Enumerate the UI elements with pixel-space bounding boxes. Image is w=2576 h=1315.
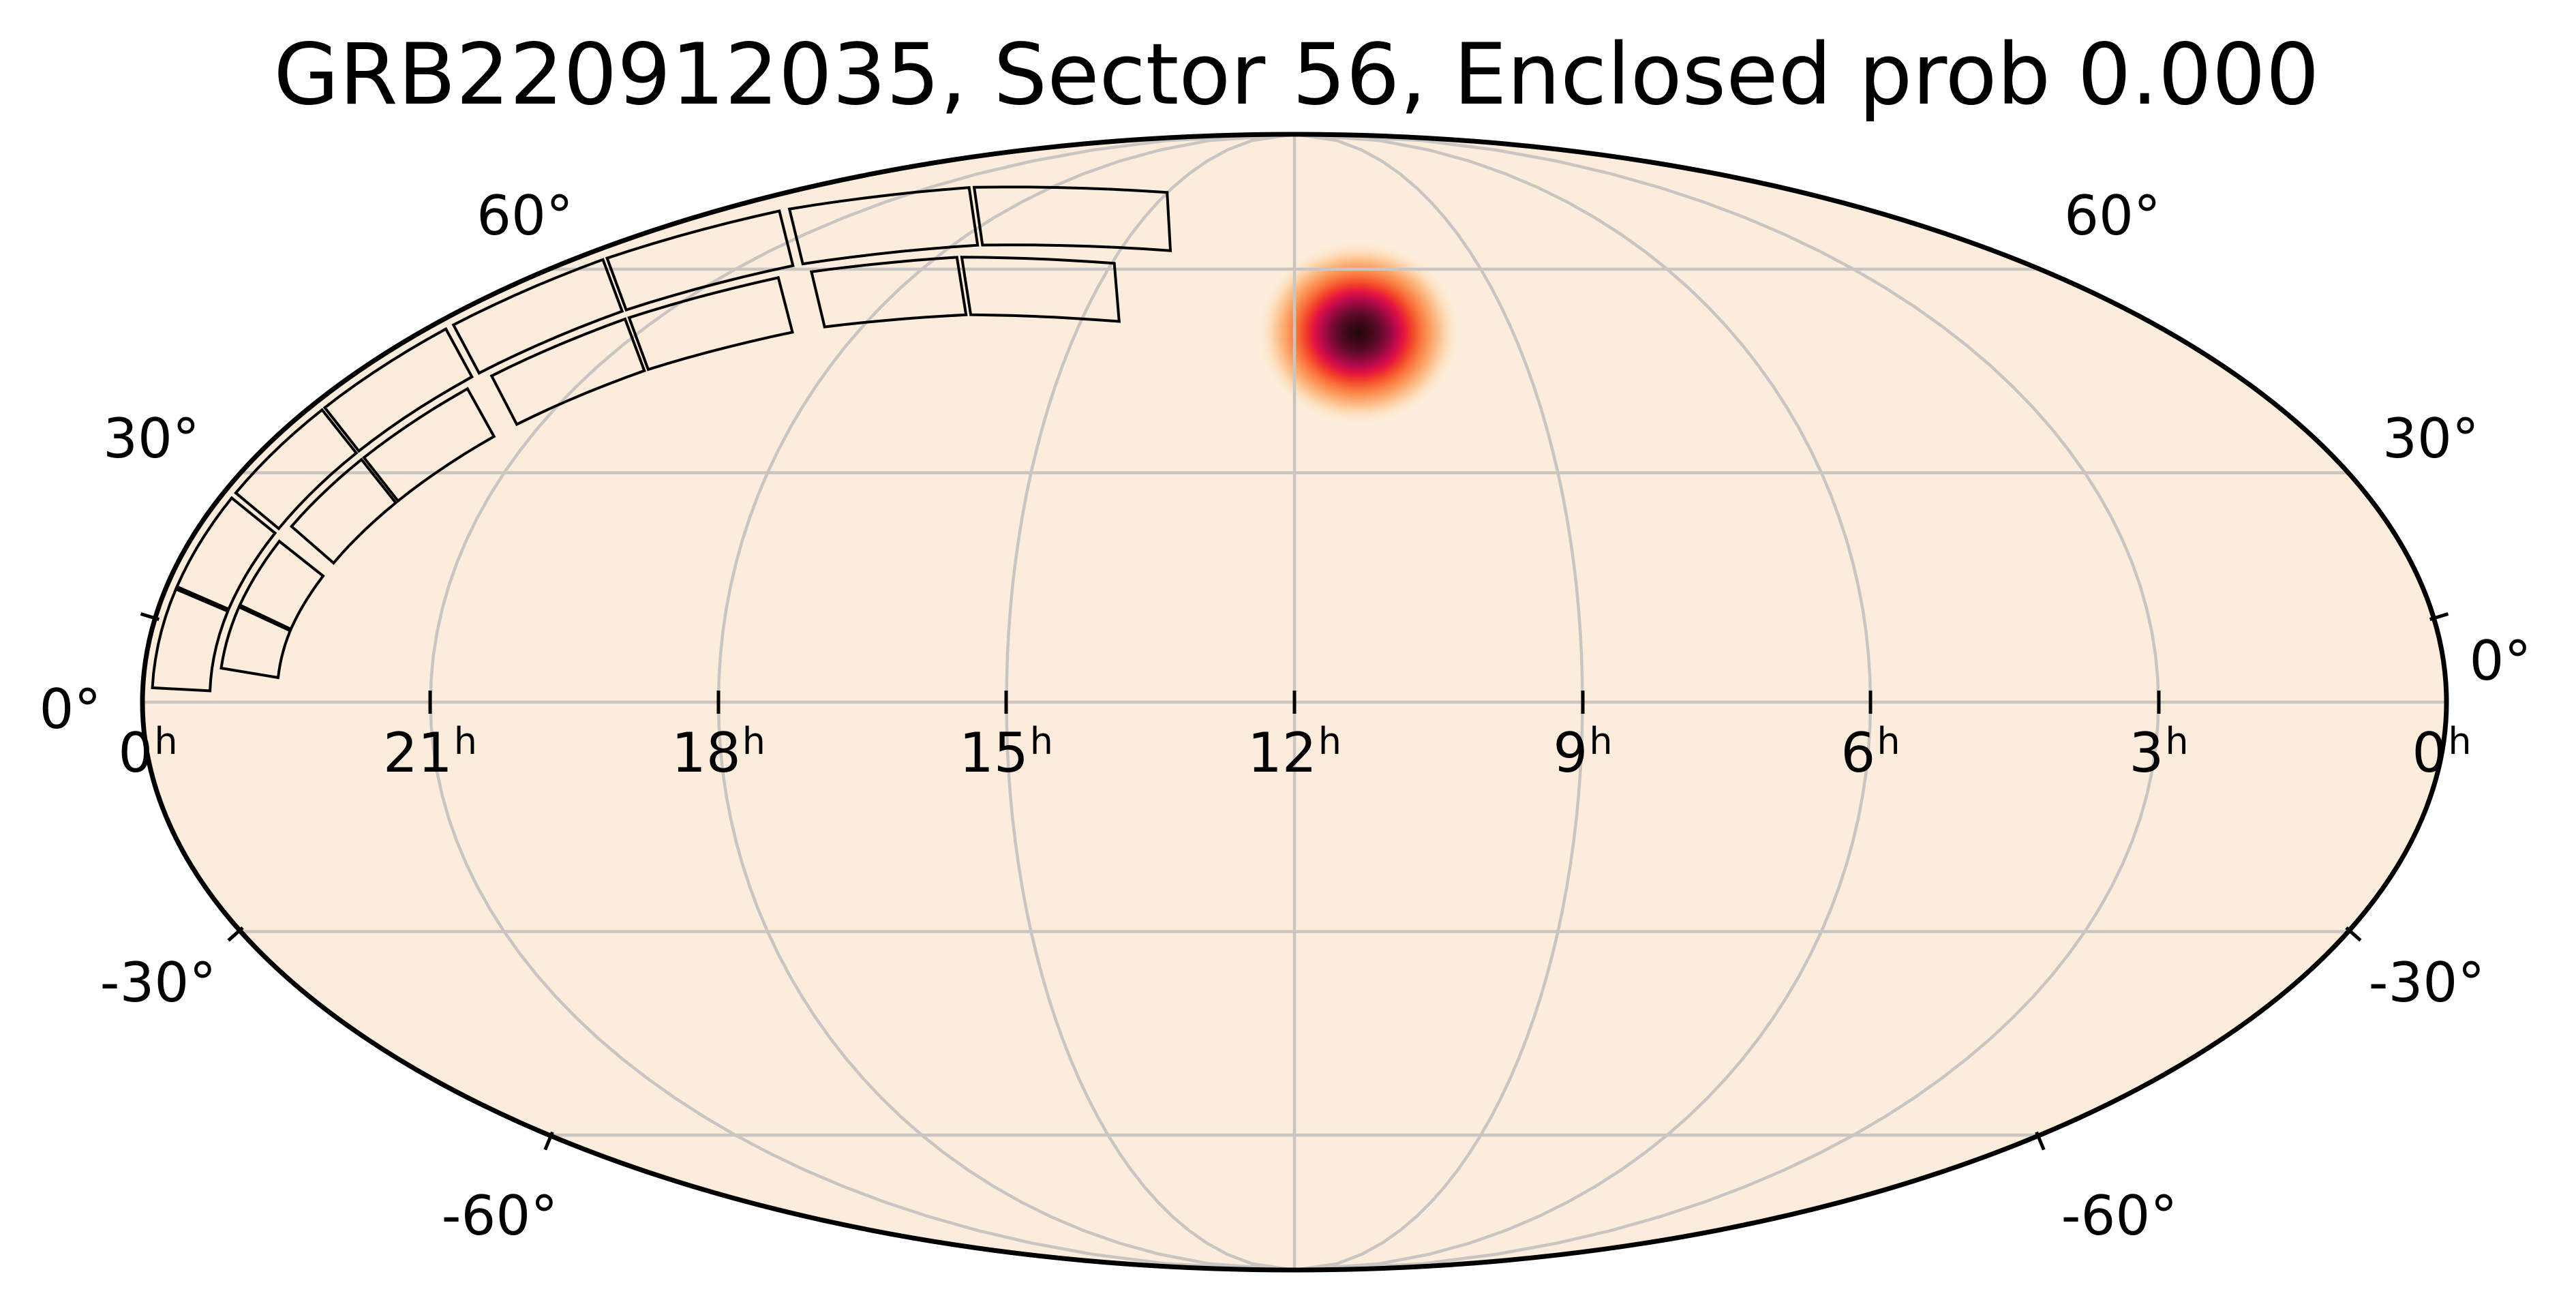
boundary-tick-4	[543, 1131, 554, 1151]
boundary-tick-5	[2035, 1131, 2046, 1151]
probability-hotspot	[1255, 239, 1462, 427]
footprint-ccd-outer-0	[151, 587, 230, 693]
footprint-ccd-inner-3	[362, 387, 496, 503]
dec-tick-label-left-4: -60°	[442, 1184, 558, 1248]
ra-tick-label-3: 15h	[959, 720, 1053, 785]
dec-tick-label-right-5: 60°	[2064, 184, 2161, 247]
ra-tick-label-7: 3h	[2129, 720, 2188, 785]
footprint-ccd-inner-6	[809, 256, 968, 329]
boundary-tick-1	[2429, 612, 2449, 622]
ra-tick-label-5: 9h	[1553, 720, 1612, 785]
dec-tick-label-left-0: 60°	[476, 184, 573, 247]
dec-tick-label-left-2: 0°	[40, 678, 102, 741]
footprint-ccd-outer-1	[175, 496, 277, 611]
footprint-ccd-outer-6	[787, 185, 980, 266]
footprint-layer	[151, 185, 1172, 693]
ticks-layer	[140, 612, 2449, 1151]
ra-tick-label-6: 6h	[1840, 720, 1900, 785]
footprint-ccd-inner-4	[489, 317, 646, 427]
boundary-tick-0	[140, 612, 160, 622]
dec-tick-label-left-3: -30°	[100, 951, 217, 1014]
footprint-ccd-outer-3	[322, 327, 474, 453]
footprint-ccd-inner-7	[960, 256, 1121, 323]
dec-tick-label-right-6: 30°	[2382, 407, 2479, 470]
ra-tick-label-2: 18h	[671, 720, 766, 785]
footprint-ccd-inner-1	[238, 539, 325, 631]
dec-tick-label-left-1: 30°	[103, 407, 200, 470]
footprint-ccd-outer-5	[605, 209, 795, 312]
sky-ellipse-outline	[140, 132, 2449, 1273]
ra-tick-label-1: 21h	[383, 720, 477, 785]
footprint-ccd-outer-7	[972, 185, 1172, 252]
dec-tick-label-right-7: 0°	[2470, 629, 2532, 693]
ra-tick-label-4: 12h	[1247, 720, 1342, 785]
footprint-ccd-inner-5	[627, 275, 794, 372]
tick-labels-layer: 0h 21h 18h 15h 12h 9h 6h 3h 0h 60° 30° 0° -30° -60° 60…	[40, 184, 2532, 1248]
hotspot-layer	[1255, 239, 1462, 427]
boundary-tick-3	[2345, 926, 2362, 942]
boundary-tick-2	[227, 926, 244, 942]
footprint-ccd-outer-4	[451, 258, 624, 375]
dec-tick-label-right-9: -60°	[2061, 1184, 2178, 1248]
footprint-ccd-outer-2	[234, 408, 359, 531]
plot-title: GRB220912035, Sector 56, Enclosed prob 0…	[273, 26, 2319, 124]
ra-tick-label-8: 0h	[2412, 720, 2471, 785]
footprint-ccd-inner-0	[219, 605, 292, 680]
ra-tick-label-0: 0h	[118, 720, 177, 785]
map-outline-layer	[140, 132, 2449, 1273]
dec-tick-label-right-8: -30°	[2369, 951, 2485, 1014]
footprint-ccd-inner-2	[289, 457, 398, 565]
